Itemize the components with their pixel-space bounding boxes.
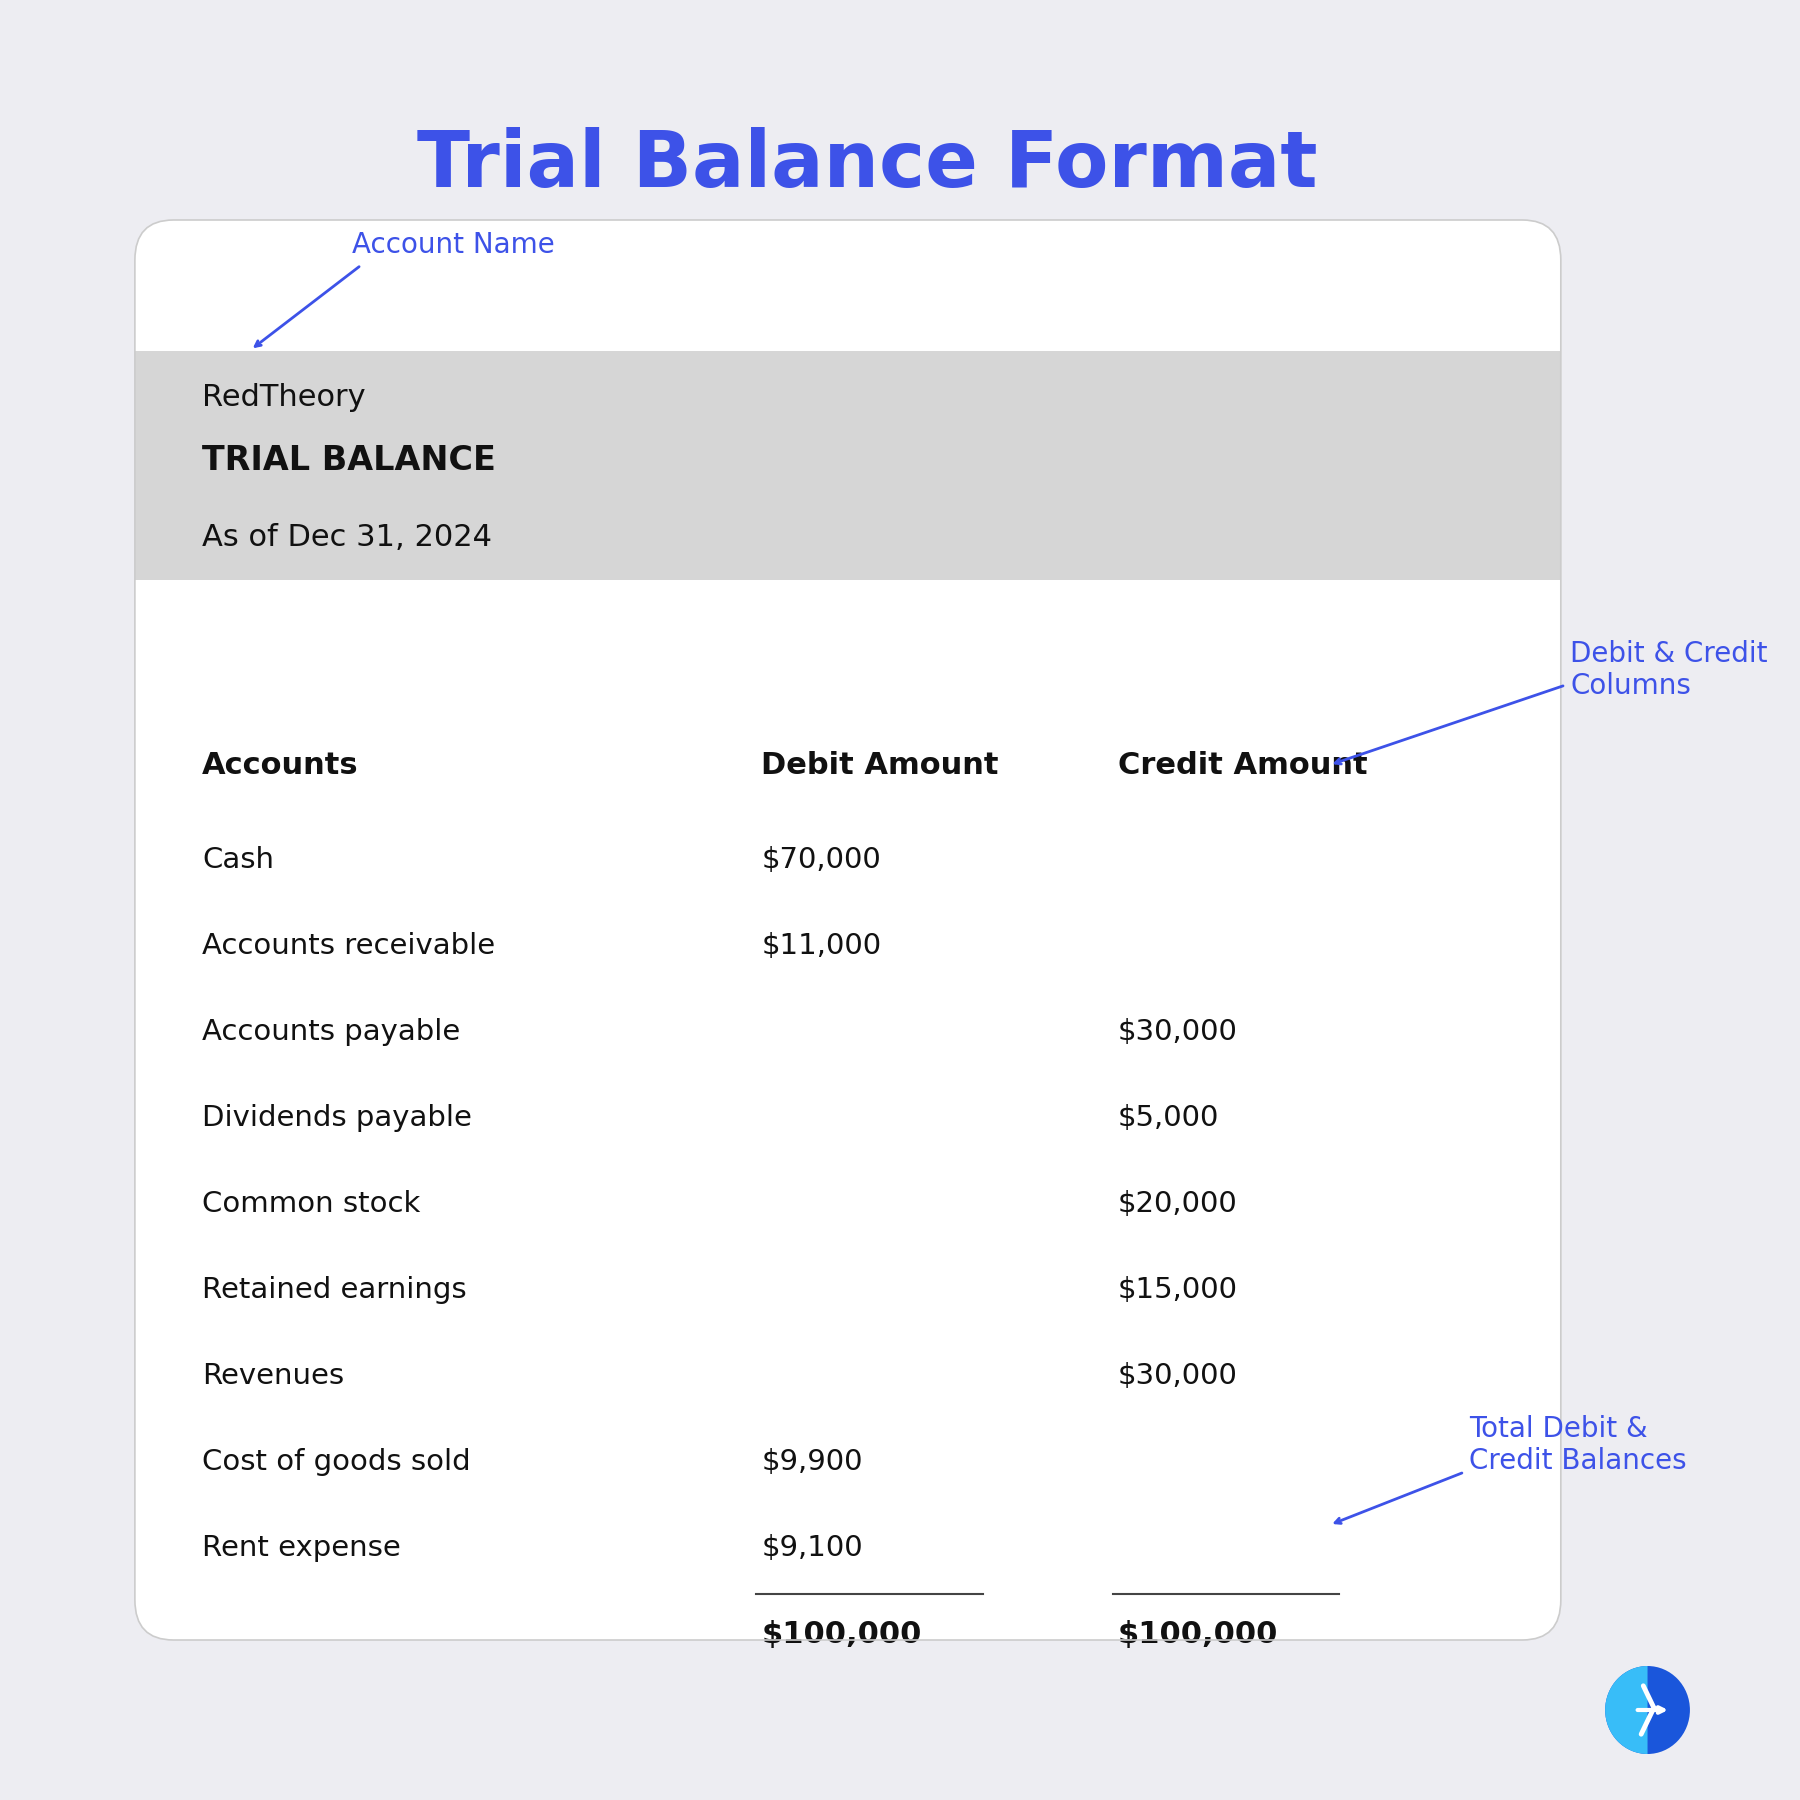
Text: $11,000: $11,000 [761,932,882,959]
Text: Account Name: Account Name [351,230,554,259]
Text: $30,000: $30,000 [1118,1019,1238,1046]
Text: $9,900: $9,900 [761,1447,862,1476]
Text: Accounts: Accounts [202,751,358,779]
Text: Trial Balance Format: Trial Balance Format [418,128,1318,203]
Text: $5,000: $5,000 [1118,1103,1219,1132]
Text: Accounts receivable: Accounts receivable [202,932,495,959]
Wedge shape [1606,1667,1647,1753]
Text: $9,100: $9,100 [761,1534,862,1562]
Text: $20,000: $20,000 [1118,1190,1237,1219]
Text: As of Dec 31, 2024: As of Dec 31, 2024 [202,522,493,551]
Text: Debit Amount: Debit Amount [761,751,999,779]
Text: $15,000: $15,000 [1118,1276,1238,1303]
Text: Dividends payable: Dividends payable [202,1103,472,1132]
Text: $100,000: $100,000 [761,1620,922,1649]
Text: RedTheory: RedTheory [202,383,365,412]
Text: $100,000: $100,000 [1118,1620,1278,1649]
Text: Revenues: Revenues [202,1363,344,1390]
Text: Common stock: Common stock [202,1190,421,1219]
Text: Debit & Credit
Columns: Debit & Credit Columns [1570,639,1768,700]
Text: Cost of goods sold: Cost of goods sold [202,1447,472,1476]
Text: Credit Amount: Credit Amount [1118,751,1368,779]
Text: Accounts payable: Accounts payable [202,1019,461,1046]
Text: TRIAL BALANCE: TRIAL BALANCE [202,443,497,477]
Text: $30,000: $30,000 [1118,1363,1238,1390]
FancyBboxPatch shape [135,220,1561,1640]
FancyBboxPatch shape [135,301,1561,351]
Text: $70,000: $70,000 [761,846,880,875]
Text: Rent expense: Rent expense [202,1534,401,1562]
Text: Cash: Cash [202,846,274,875]
Text: Total Debit &
Credit Balances: Total Debit & Credit Balances [1469,1415,1687,1476]
Bar [135,349,1561,580]
Circle shape [1606,1667,1690,1753]
Text: Retained earnings: Retained earnings [202,1276,466,1303]
